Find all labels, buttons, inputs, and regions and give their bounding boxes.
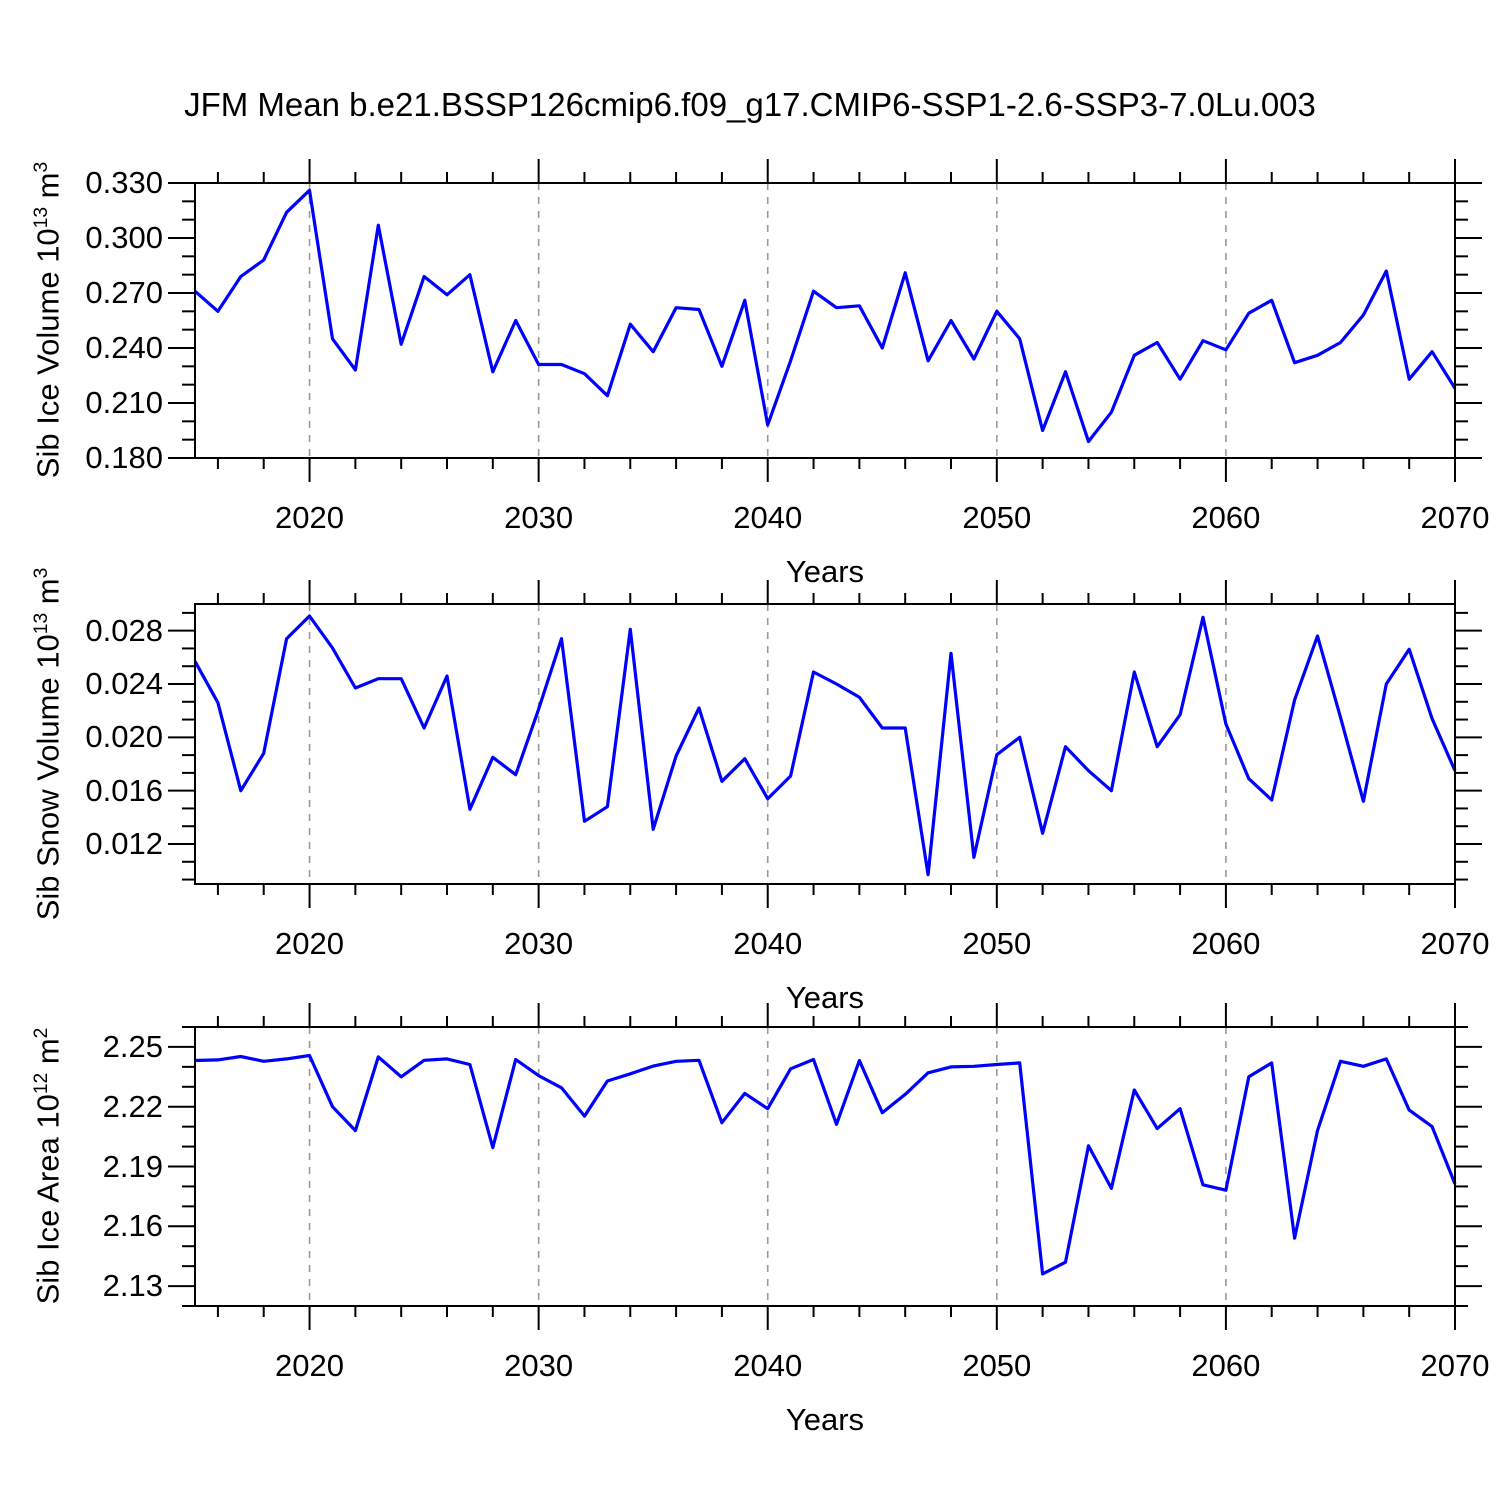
y-tick-label: 0.210: [85, 385, 163, 420]
x-axis-label-panel2: Years: [785, 980, 865, 1015]
sib-ice-area-frame: [194, 1026, 1456, 1307]
x-tick-label: 2060: [1191, 500, 1261, 535]
x-tick-label: 2050: [962, 500, 1032, 535]
y-tick-label: 0.240: [85, 330, 163, 365]
x-tick-label: 2020: [275, 926, 345, 961]
x-tick-label: 2030: [504, 500, 574, 535]
chart-title: JFM Mean b.e21.BSSP126cmip6.f09_g17.CMIP…: [184, 86, 1316, 123]
x-tick-label: 2020: [275, 1348, 345, 1383]
y-tick-label: 0.180: [85, 440, 163, 475]
y-tick-label: 0.028: [85, 612, 163, 648]
y-tick-label: 2.13: [102, 1268, 163, 1304]
x-tick-label: 2040: [733, 500, 803, 535]
y-tick-label: 0.016: [85, 772, 163, 808]
ylabel-exponent: 3: [31, 567, 52, 579]
sib-snow-volume-line: [193, 614, 1457, 877]
x-tick-label: 2020: [275, 500, 345, 535]
x-tick-label: 2070: [1420, 500, 1490, 535]
sib-ice-area-line: [194, 1053, 1457, 1276]
y-tick-label: 0.020: [85, 719, 163, 755]
x-tick-label: 2060: [1191, 926, 1261, 961]
x-tick-label: 2070: [1420, 1348, 1490, 1383]
x-tick-label: 2060: [1191, 1348, 1261, 1383]
x-tick-label: 2050: [962, 1348, 1032, 1383]
y-tick-label: 0.024: [85, 666, 163, 701]
y-tick-label: 2.16: [102, 1208, 163, 1244]
y-tick-label: 2.19: [102, 1148, 163, 1184]
x-tick-label: 2040: [733, 1348, 803, 1383]
y-tick-label: 0.330: [85, 165, 163, 200]
ylabel-text: m: [30, 578, 66, 613]
sib-ice-volume-line: [193, 188, 1457, 444]
y-tick-label: 0.012: [85, 826, 163, 861]
sib-ice-volume-frame: [194, 182, 1456, 459]
x-tick-label: 2050: [962, 926, 1032, 961]
x-axis-label-panel3: Years: [785, 1402, 865, 1437]
x-tick-label: 2030: [504, 926, 574, 961]
y-tick-label: 0.270: [85, 275, 163, 310]
y-tick-label: 2.22: [102, 1088, 163, 1124]
y-tick-label: 0.300: [85, 220, 163, 255]
x-axis-label-panel1: Years: [785, 554, 865, 589]
sib-snow-volume-frame: [194, 603, 1456, 885]
y-tick-label: 2.25: [102, 1028, 163, 1064]
x-tick-label: 2040: [733, 926, 803, 961]
x-tick-label: 2030: [504, 1348, 574, 1383]
x-tick-label: 2070: [1420, 926, 1490, 961]
